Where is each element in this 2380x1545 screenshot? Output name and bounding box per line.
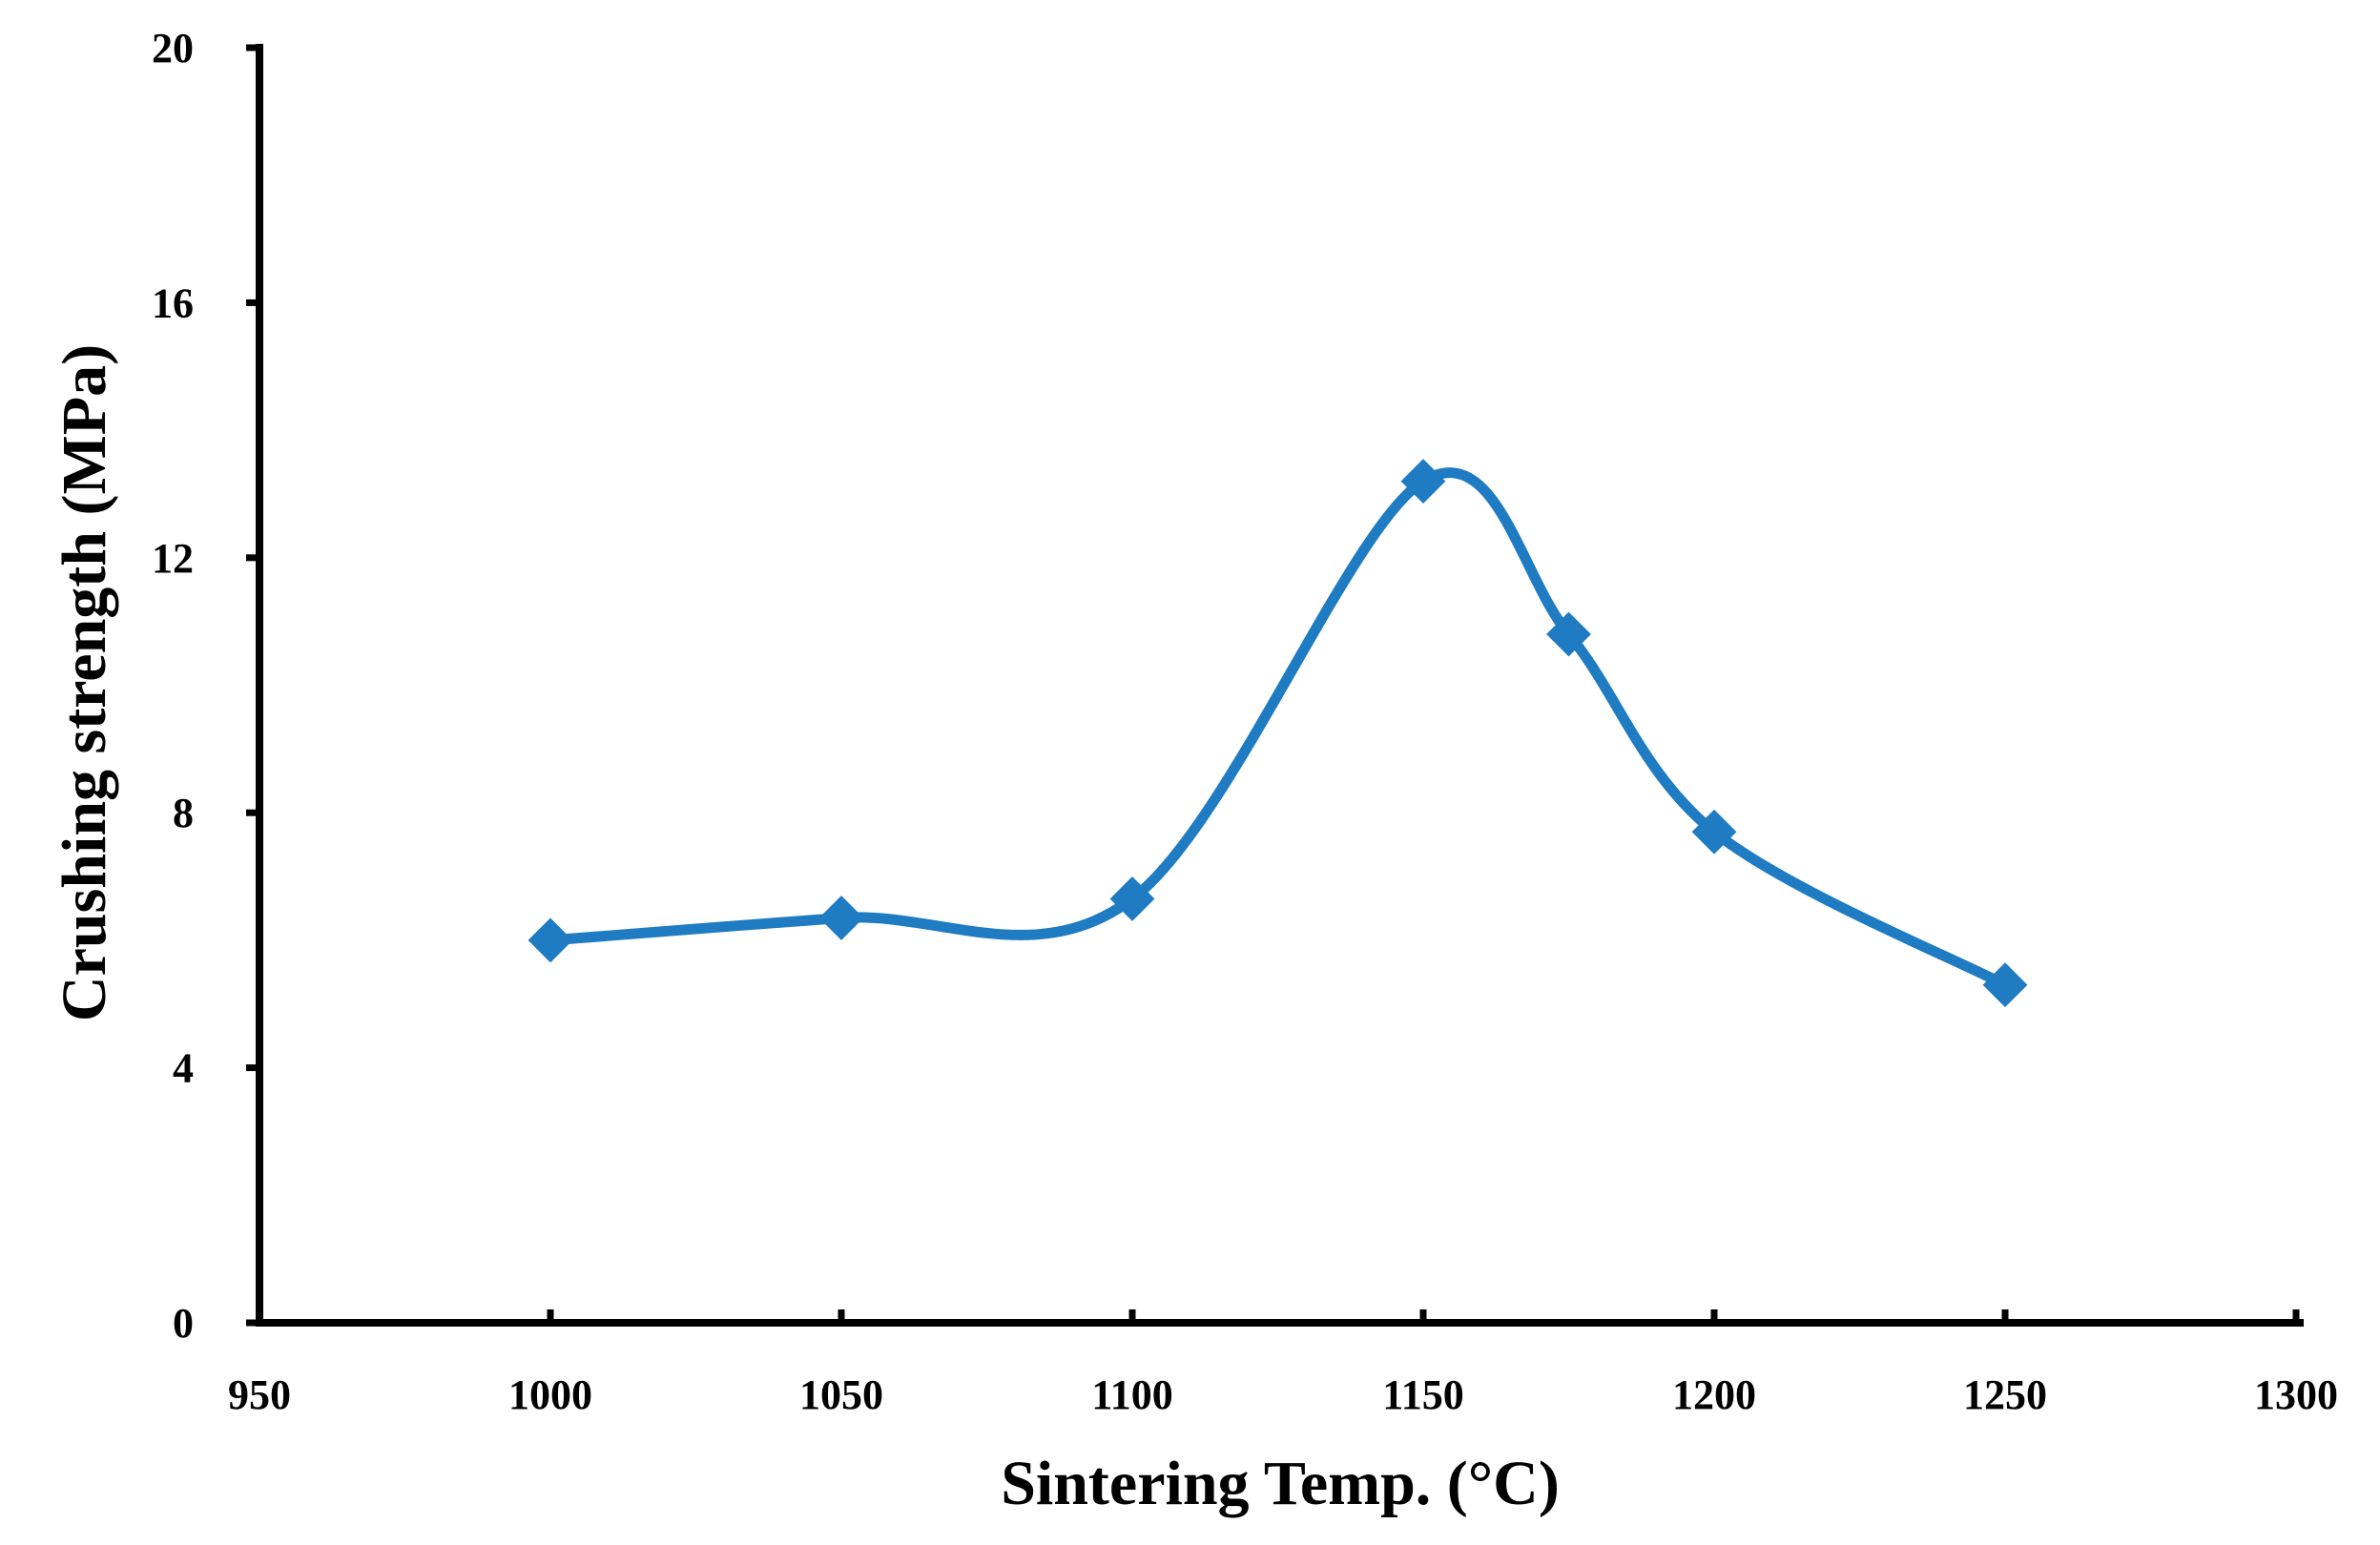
x-axis-title: Sintering Temp. (°C) [1001,1449,1560,1518]
x-tick-label: 1050 [799,1371,883,1418]
data-point-marker [1691,809,1737,855]
data-point-marker [1400,459,1446,504]
series-layer [528,459,2028,1008]
y-tick-label: 20 [152,25,194,72]
data-point-marker [528,917,573,963]
x-ticks: 950 1000 1050 1100 1150 1200 1250 1300 [228,1309,2338,1418]
y-tick-label: 0 [173,1300,194,1347]
y-tick-label: 8 [173,790,194,836]
x-tick-label: 1150 [1382,1371,1464,1418]
x-tick-label: 1250 [1963,1371,2047,1418]
x-tick-label: 1100 [1091,1371,1173,1418]
y-tick-label: 12 [152,535,194,582]
data-point-marker [1109,876,1155,921]
y-axis-title: Crushing strength (MPa) [50,344,119,1021]
x-tick-label: 1200 [1672,1371,1756,1418]
data-point-marker [818,896,864,940]
x-tick-label: 1000 [508,1371,592,1418]
x-tick-label: 1300 [2254,1371,2338,1418]
y-ticks: 0 4 8 12 16 20 [152,25,259,1347]
y-tick-label: 16 [152,279,194,326]
data-point-marker [1982,962,2028,1008]
y-tick-label: 4 [173,1045,194,1092]
series-line [545,467,2011,991]
axes [256,44,2304,1327]
x-tick-label: 950 [228,1371,291,1418]
data-point-marker [1546,611,1591,657]
